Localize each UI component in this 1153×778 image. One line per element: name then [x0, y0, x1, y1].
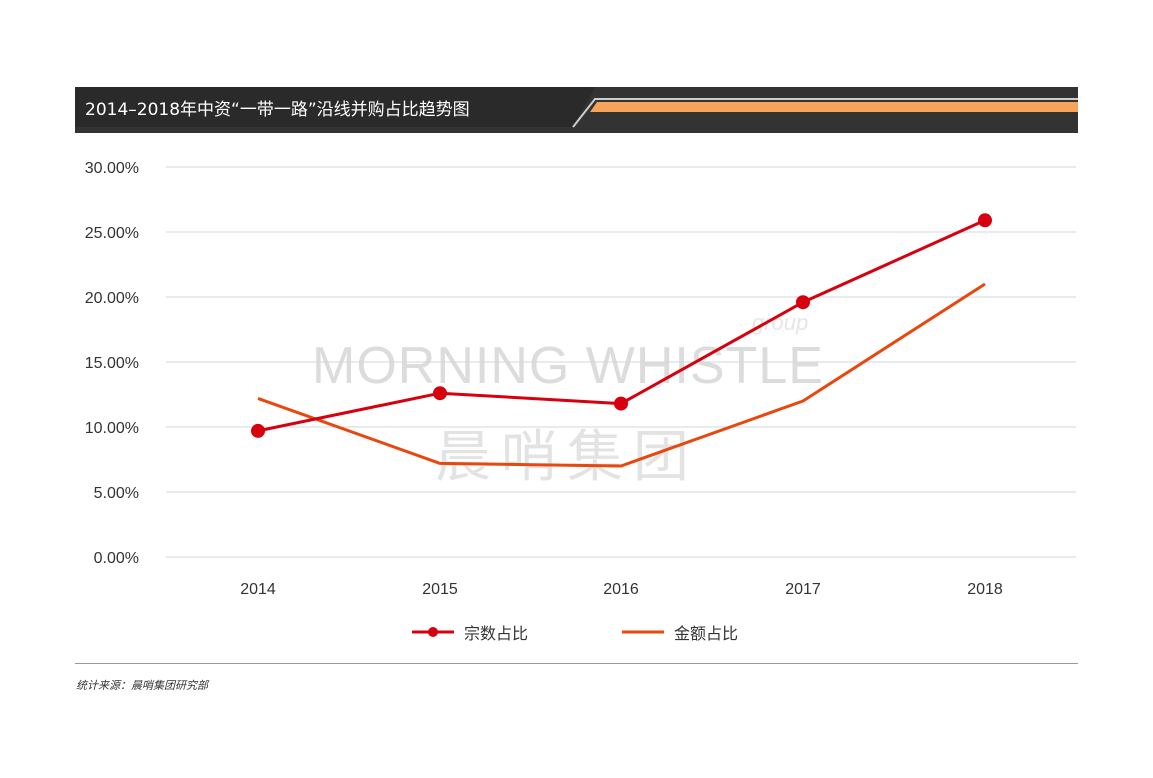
title-bar: [75, 87, 1078, 133]
series: [251, 213, 992, 468]
source-note: 统计来源：晨哨集团研究部: [76, 679, 208, 692]
legend-swatch-amount: [622, 630, 664, 634]
y-axis-ticks: 0.00% 5.00% 10.00% 15.00% 20.00% 25.00% 30.00%: [85, 160, 139, 567]
data-point-count: [251, 423, 265, 438]
x-tick-label: 2015: [422, 581, 458, 598]
data-point-count: [796, 295, 810, 310]
x-axis-ticks: 2014 2015 2016 2017 2018: [240, 581, 1003, 598]
y-tick-label: 15.00%: [85, 355, 139, 372]
y-tick-label: 30.00%: [85, 160, 139, 177]
legend-label-count: 宗数占比: [464, 624, 529, 643]
legend-swatch-count: [412, 627, 454, 637]
y-tick-label: 0.00%: [94, 550, 139, 567]
x-tick-label: 2018: [967, 581, 1003, 598]
gridlines: [166, 166, 1076, 558]
data-point-count: [433, 386, 447, 401]
y-tick-label: 20.00%: [85, 290, 139, 307]
series-line-amount: [257, 282, 986, 468]
footer-divider: [75, 663, 1078, 664]
x-tick-label: 2016: [603, 581, 639, 598]
y-tick-label: 25.00%: [85, 225, 139, 242]
data-point-count: [614, 396, 628, 411]
y-tick-label: 10.00%: [85, 420, 139, 437]
data-point-count: [978, 213, 992, 228]
x-tick-label: 2017: [785, 581, 821, 598]
y-tick-label: 5.00%: [94, 485, 139, 502]
x-tick-label: 2014: [240, 581, 276, 598]
legend-item-amount: 金额占比: [622, 621, 738, 643]
chart-title: 2014–2018年中资“一带一路”沿线并购占比趋势图: [85, 100, 470, 120]
legend-label-amount: 金额占比: [674, 624, 739, 643]
legend-item-count: 宗数占比: [412, 621, 528, 643]
